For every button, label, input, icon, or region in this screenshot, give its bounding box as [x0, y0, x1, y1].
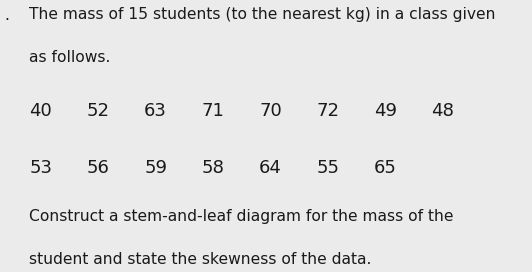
Text: Construct a stem-and-leaf diagram for the mass of the: Construct a stem-and-leaf diagram for th… [29, 209, 454, 224]
Text: 52: 52 [87, 102, 110, 120]
Text: 58: 58 [202, 159, 225, 177]
Text: .: . [4, 8, 9, 23]
Text: The mass of 15 students (to the nearest kg) in a class given: The mass of 15 students (to the nearest … [29, 7, 496, 22]
Text: 71: 71 [202, 102, 225, 120]
Text: 64: 64 [259, 159, 282, 177]
Text: 48: 48 [431, 102, 454, 120]
Text: 63: 63 [144, 102, 167, 120]
Text: 65: 65 [374, 159, 397, 177]
Text: 49: 49 [374, 102, 397, 120]
Text: 55: 55 [317, 159, 339, 177]
Text: student and state the skewness of the data.: student and state the skewness of the da… [29, 252, 372, 267]
Text: 53: 53 [29, 159, 52, 177]
Text: 72: 72 [317, 102, 339, 120]
Text: 70: 70 [259, 102, 282, 120]
Text: as follows.: as follows. [29, 50, 111, 65]
Text: 40: 40 [29, 102, 52, 120]
Text: 59: 59 [144, 159, 167, 177]
Text: 56: 56 [87, 159, 110, 177]
